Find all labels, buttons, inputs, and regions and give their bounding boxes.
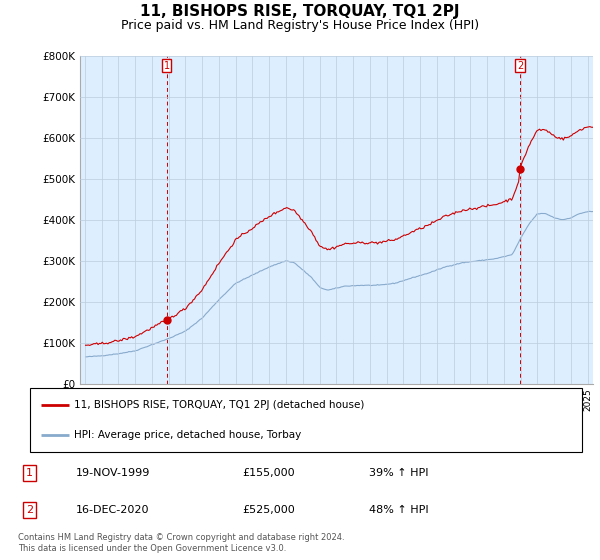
Text: £155,000: £155,000: [242, 468, 295, 478]
Text: 1: 1: [26, 468, 33, 478]
Text: 2: 2: [26, 505, 33, 515]
Text: 11, BISHOPS RISE, TORQUAY, TQ1 2PJ: 11, BISHOPS RISE, TORQUAY, TQ1 2PJ: [140, 4, 460, 19]
Text: 16-DEC-2020: 16-DEC-2020: [76, 505, 149, 515]
Text: 39% ↑ HPI: 39% ↑ HPI: [369, 468, 428, 478]
Text: HPI: Average price, detached house, Torbay: HPI: Average price, detached house, Torb…: [74, 430, 301, 440]
Text: 11, BISHOPS RISE, TORQUAY, TQ1 2PJ (detached house): 11, BISHOPS RISE, TORQUAY, TQ1 2PJ (deta…: [74, 400, 365, 410]
Text: Contains HM Land Registry data © Crown copyright and database right 2024.
This d: Contains HM Land Registry data © Crown c…: [18, 533, 344, 553]
Text: 48% ↑ HPI: 48% ↑ HPI: [369, 505, 429, 515]
Text: 1: 1: [164, 61, 170, 71]
Text: 19-NOV-1999: 19-NOV-1999: [76, 468, 150, 478]
Text: Price paid vs. HM Land Registry's House Price Index (HPI): Price paid vs. HM Land Registry's House …: [121, 19, 479, 32]
Text: 2: 2: [517, 61, 523, 71]
Text: £525,000: £525,000: [242, 505, 295, 515]
